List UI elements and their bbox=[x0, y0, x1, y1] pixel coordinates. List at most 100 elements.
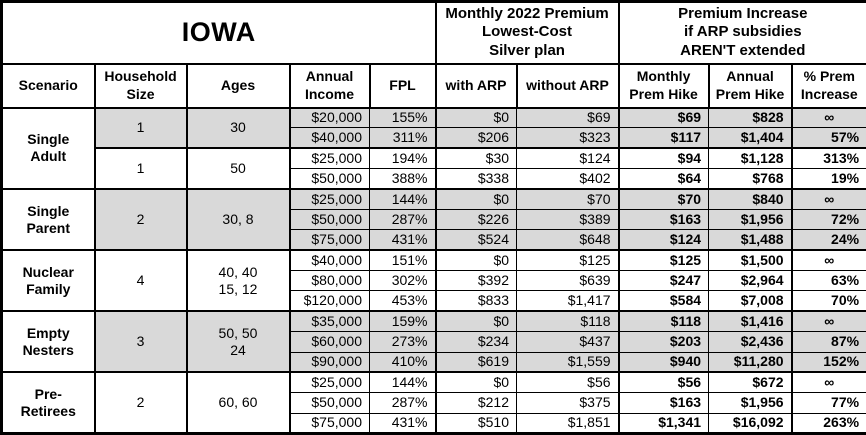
pct-increase-cell: ∞ bbox=[790, 371, 866, 394]
monthly-hike-cell: $124 bbox=[617, 229, 710, 251]
table-row: $60,000 273% $234 $437 $203 $2,436 87% bbox=[2, 331, 866, 353]
with-arp-cell: $619 bbox=[434, 351, 518, 373]
with-arp-cell: $0 bbox=[434, 106, 518, 129]
table-row: 1 50 $25,000 194% $30 $124 $94 $1,128 31… bbox=[2, 147, 866, 190]
fpl-cell: 155% bbox=[368, 106, 437, 129]
annual-hike-cell: $16,092 bbox=[708, 412, 793, 435]
premium-group-header: Monthly 2022 Premium Lowest-Cost Silver … bbox=[434, 0, 620, 65]
annual-hike-cell: $1,404 bbox=[708, 127, 793, 149]
with-arp-cell: $0 bbox=[434, 371, 518, 394]
fpl-cell: 287% bbox=[368, 392, 437, 414]
income-cell: $80,000 bbox=[288, 269, 370, 292]
monthly-hike-cell: $203 bbox=[617, 331, 710, 353]
ages-cell: 50 bbox=[185, 147, 290, 190]
monthly-hike-cell: $64 bbox=[617, 168, 710, 190]
monthly-hike-cell: $163 bbox=[617, 208, 710, 231]
fpl-cell: 144% bbox=[368, 187, 437, 210]
fpl-cell: 410% bbox=[368, 351, 437, 373]
table-row: $50,000 388% $338 $402 $64 $768 19% bbox=[2, 168, 866, 190]
household-size-cell: 1 bbox=[93, 106, 187, 149]
with-arp-cell: $234 bbox=[434, 331, 518, 353]
annual-hike-cell: $672 bbox=[708, 371, 793, 394]
income-cell: $120,000 bbox=[288, 290, 370, 312]
col-header-without-arp: without ARP bbox=[515, 62, 620, 109]
with-arp-cell: $0 bbox=[434, 310, 518, 333]
table-row: Single Parent 2 30, 8 $25,000 144% $0 $7… bbox=[1, 187, 866, 251]
with-arp-cell: $206 bbox=[434, 127, 518, 149]
without-arp-cell: $1,559 bbox=[516, 351, 620, 373]
ages-cell: 30, 8 bbox=[185, 187, 290, 251]
income-cell: $20,000 bbox=[288, 106, 370, 129]
with-arp-cell: $338 bbox=[434, 168, 518, 190]
annual-hike-cell: $1,416 bbox=[708, 310, 793, 333]
without-arp-cell: $1,417 bbox=[516, 290, 620, 312]
col-header-ages: Ages bbox=[185, 62, 291, 109]
col-header-with-arp: with ARP bbox=[434, 62, 518, 109]
household-size-cell: 3 bbox=[93, 310, 187, 373]
scenario-group-pre-retirees: Pre- Retirees 2 60, 60 $25,000 144% $0 $… bbox=[1, 371, 866, 435]
table-row: $75,000 431% $524 $648 $124 $1,488 24% bbox=[2, 229, 866, 251]
without-arp-cell: $118 bbox=[516, 310, 620, 333]
header-row-top: IOWA Monthly 2022 Premium Lowest-Cost Si… bbox=[0, 0, 866, 65]
monthly-hike-cell: $125 bbox=[617, 249, 710, 272]
income-cell: $50,000 bbox=[288, 392, 370, 414]
fpl-cell: 302% bbox=[368, 269, 437, 292]
scenario-group-empty-nesters: Empty Nesters 3 50, 50 24 $35,000 159% $… bbox=[1, 310, 866, 373]
household-size-cell: 1 bbox=[93, 147, 187, 190]
scenario-group-nuclear-family: Nuclear Family 4 40, 40 15, 12 $40,000 1… bbox=[1, 249, 866, 312]
table-row: Single Adult 1 30 $20,000 155% $0 $69 $6… bbox=[1, 106, 866, 190]
pct-increase-cell: 77% bbox=[790, 392, 866, 414]
monthly-hike-cell: $1,341 bbox=[617, 412, 710, 435]
income-cell: $25,000 bbox=[288, 187, 370, 210]
monthly-hike-cell: $940 bbox=[617, 351, 710, 373]
annual-hike-cell: $828 bbox=[708, 106, 793, 129]
without-arp-cell: $639 bbox=[516, 269, 620, 292]
table-row: Empty Nesters 3 50, 50 24 $35,000 159% $… bbox=[1, 310, 866, 373]
monthly-hike-cell: $163 bbox=[617, 392, 710, 414]
annual-hike-cell: $7,008 bbox=[708, 290, 793, 312]
household-size-cell: 4 bbox=[93, 249, 187, 312]
pct-increase-cell: 19% bbox=[790, 168, 866, 190]
annual-hike-cell: $1,956 bbox=[708, 208, 793, 231]
income-cell: $75,000 bbox=[288, 412, 370, 435]
pct-increase-cell: 313% bbox=[790, 147, 866, 170]
fpl-cell: 159% bbox=[368, 310, 437, 333]
income-cell: $35,000 bbox=[288, 310, 370, 333]
income-cell: $25,000 bbox=[288, 147, 370, 170]
fpl-cell: 431% bbox=[368, 412, 437, 435]
fpl-cell: 453% bbox=[368, 290, 437, 312]
monthly-hike-cell: $117 bbox=[617, 127, 710, 149]
without-arp-cell: $389 bbox=[516, 208, 620, 231]
pct-increase-cell: 72% bbox=[790, 208, 866, 231]
annual-hike-cell: $840 bbox=[708, 187, 793, 210]
table-header: IOWA Monthly 2022 Premium Lowest-Cost Si… bbox=[0, 0, 866, 109]
fpl-cell: 388% bbox=[368, 168, 437, 190]
monthly-hike-cell: $56 bbox=[617, 371, 710, 394]
with-arp-cell: $833 bbox=[434, 290, 518, 312]
without-arp-cell: $648 bbox=[516, 229, 620, 251]
col-header-annual-prem-hike: Annual Prem Hike bbox=[707, 62, 793, 109]
with-arp-cell: $510 bbox=[434, 412, 518, 435]
household-size-cell: 2 bbox=[93, 371, 187, 435]
monthly-hike-cell: $94 bbox=[617, 147, 710, 170]
scenario-label: Empty Nesters bbox=[1, 310, 95, 373]
ages-cell: 40, 40 15, 12 bbox=[185, 249, 290, 312]
annual-hike-cell: $1,128 bbox=[708, 147, 793, 170]
pct-increase-cell: 24% bbox=[790, 229, 866, 251]
without-arp-cell: $70 bbox=[516, 187, 620, 210]
fpl-cell: 287% bbox=[368, 208, 437, 231]
pct-increase-cell: ∞ bbox=[790, 187, 866, 210]
income-cell: $40,000 bbox=[288, 249, 370, 272]
ages-cell: 60, 60 bbox=[185, 371, 290, 435]
fpl-cell: 144% bbox=[368, 371, 437, 394]
income-cell: $40,000 bbox=[288, 127, 370, 149]
table-title-state: IOWA bbox=[0, 0, 437, 65]
with-arp-cell: $226 bbox=[434, 208, 518, 231]
annual-hike-cell: $11,280 bbox=[708, 351, 793, 373]
ages-cell: 50, 50 24 bbox=[185, 310, 290, 373]
table-row: $75,000 431% $510 $1,851 $1,341 $16,092 … bbox=[2, 412, 866, 435]
pct-increase-cell: 70% bbox=[790, 290, 866, 312]
with-arp-cell: $30 bbox=[434, 147, 518, 170]
with-arp-cell: $392 bbox=[434, 269, 518, 292]
income-cell: $50,000 bbox=[288, 208, 370, 231]
